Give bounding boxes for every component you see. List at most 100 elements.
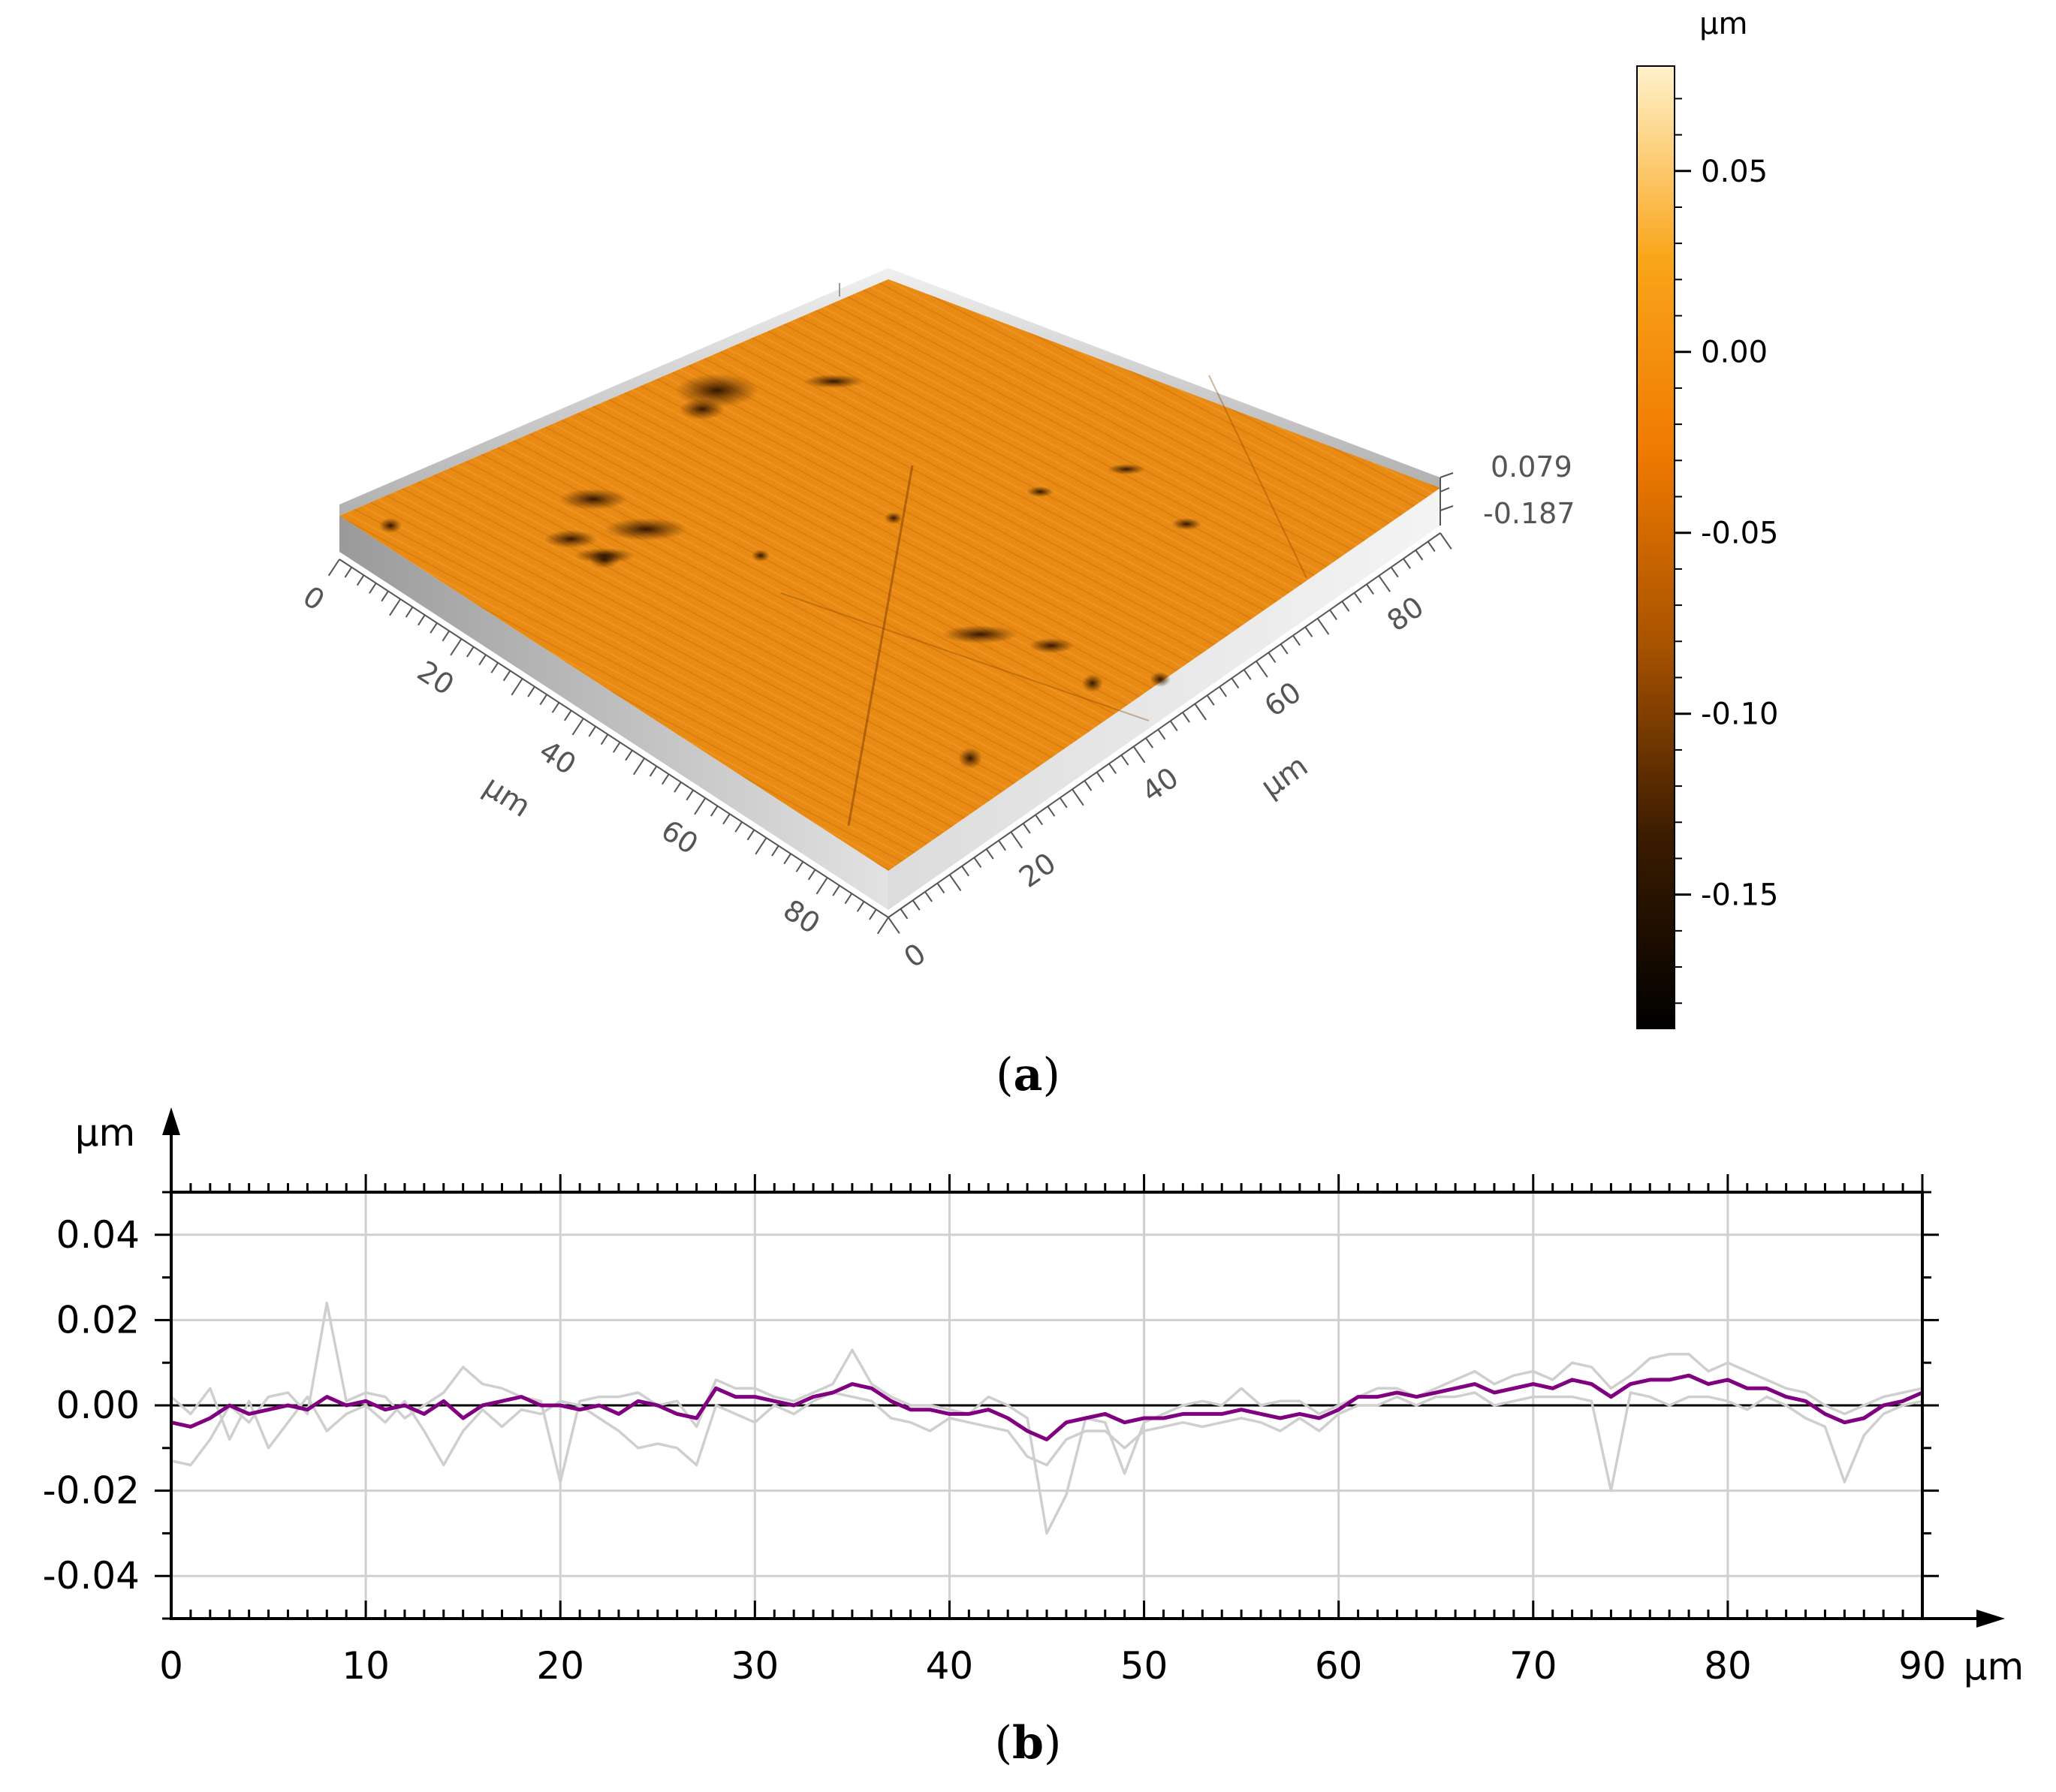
back-wall-right (888, 268, 1440, 489)
axis-tick-label: 80 (1381, 590, 1430, 638)
axis-tick-label: 0 (297, 580, 330, 617)
axis-tick (1353, 592, 1362, 604)
axis-tick (381, 590, 389, 602)
axis-tick (344, 567, 353, 578)
axis-tick (564, 709, 572, 721)
y-axis-arrowhead (162, 1107, 180, 1135)
axis-tick (1010, 831, 1023, 849)
axis-tick (1157, 729, 1166, 740)
z-max-label: 0.079 (1491, 450, 1572, 483)
x-tick-label: 30 (731, 1644, 779, 1688)
axis-unit-label: µm (1255, 748, 1314, 805)
axis-tick (1268, 652, 1277, 663)
axis-tick (755, 837, 767, 855)
surface-z-axis (1440, 472, 1454, 526)
axis-tick (511, 678, 523, 696)
axis-tick (632, 757, 645, 776)
axis-tick (1169, 720, 1178, 732)
colorbar (1636, 65, 1675, 1029)
x-tick-label: 80 (1704, 1644, 1752, 1688)
axis-tick (912, 899, 921, 911)
series-line-profile-1 (170, 1301, 1923, 1535)
axis-baseline (888, 532, 1441, 918)
x-tick-label: 60 (1315, 1644, 1363, 1688)
axis-tick (625, 749, 633, 761)
axis-tick (888, 917, 900, 934)
axis-tick (734, 821, 743, 833)
x-tick-label: 90 (1898, 1644, 1946, 1688)
z-min-label: -0.187 (1483, 497, 1575, 530)
axis-tick (1341, 601, 1350, 612)
axis-tick (1059, 797, 1068, 809)
axis-tick (783, 853, 791, 865)
y-tick-label: -0.04 (43, 1554, 140, 1598)
axis-tick-label: 0 (898, 937, 932, 974)
axis-tick (1047, 806, 1056, 817)
axis-tick (527, 686, 535, 697)
axis-tick (694, 797, 707, 815)
series-line-profile-2 (170, 1387, 1923, 1492)
axis-tick (746, 829, 755, 841)
axis-tick (948, 874, 962, 892)
axis-tick (686, 789, 694, 801)
axis-tick-label: 60 (656, 813, 704, 860)
axis-tick (1304, 626, 1313, 637)
axis-tick (1256, 661, 1268, 678)
side-face-right (888, 488, 1440, 910)
side-face-left (339, 516, 888, 910)
axis-unit-label: µm (478, 769, 537, 824)
y-tick-label: 0.04 (56, 1213, 140, 1257)
axis-tick (1084, 780, 1093, 791)
axis-tick (876, 917, 889, 935)
back-wall-left (339, 268, 888, 516)
axis-tick (961, 866, 969, 877)
profile-panel: 0 10 20 30 40 50 60 70 80 90 0.04 0.02 0.00 -0.02 -0.0… (43, 1107, 2024, 1769)
axis-tick (600, 733, 609, 745)
axis-tick (430, 622, 438, 634)
axis-tick (1035, 814, 1043, 826)
y-tick-label: 0.02 (56, 1298, 140, 1342)
axis-tick (327, 559, 340, 577)
axis-tick (369, 583, 377, 594)
axis-tick (1366, 583, 1374, 595)
x-axis-unit: µm (1964, 1645, 2024, 1688)
axis-tick (1390, 566, 1399, 578)
axis-tick (1415, 550, 1424, 561)
axis-tick-label: 20 (1013, 846, 1062, 894)
colorbar-tick-label: -0.05 (1701, 517, 1779, 551)
axis-tick (722, 813, 731, 825)
axis-tick (1403, 558, 1411, 569)
surface-striation (339, 279, 1440, 871)
axis-tick (1316, 618, 1330, 635)
axis-tick (900, 908, 909, 920)
axis-baseline (339, 559, 889, 918)
y-tick-label: -0.02 (43, 1469, 140, 1513)
axis-tick (1108, 763, 1117, 774)
axis-tick (405, 607, 414, 618)
axis-tick (478, 654, 487, 666)
axis-tick (856, 901, 865, 912)
axis-tick (1194, 703, 1207, 721)
axis-tick (1145, 737, 1153, 748)
axis-tick-label: 40 (533, 733, 582, 781)
axis-tick (973, 857, 982, 869)
x-tick-label: 40 (926, 1644, 974, 1688)
profile-ticks: 0 10 20 30 40 50 60 70 80 90 0.04 0.02 0.00 -0.02 -0.0… (43, 1174, 1946, 1688)
axis-tick (1292, 634, 1301, 646)
axis-tick-label: 20 (412, 654, 460, 701)
axis-tick (539, 694, 547, 706)
series-layer (170, 1301, 1923, 1535)
axis-tick (1096, 772, 1105, 783)
axis-tick (832, 885, 840, 896)
surface-defects (379, 374, 1307, 827)
axis-tick (1280, 643, 1289, 655)
x-tick-label: 70 (1509, 1644, 1557, 1688)
colorbar-tick-label: 0.05 (1701, 155, 1768, 189)
axis-tick (1378, 575, 1391, 592)
axis-tick (356, 574, 365, 586)
axis-tick (771, 845, 779, 857)
x-tick-label: 10 (342, 1644, 390, 1688)
axis-tick (1219, 686, 1227, 697)
axis-tick (1022, 823, 1031, 834)
axis-tick (985, 848, 994, 860)
